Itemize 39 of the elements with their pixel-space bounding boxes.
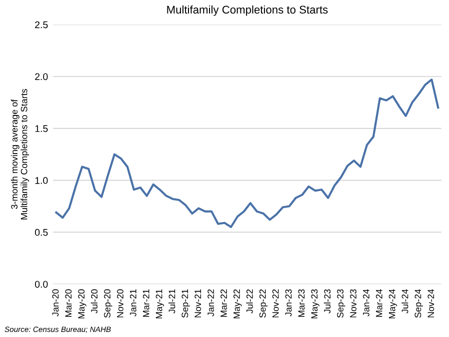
y-tick-label: 2.5 xyxy=(35,21,48,28)
x-tick-label: May-20 xyxy=(78,289,86,318)
x-tick-label: Nov-24 xyxy=(428,289,434,318)
y-tick-label: 1.0 xyxy=(35,177,48,184)
x-tick-label: Jul-23 xyxy=(324,289,331,314)
y-axis-title: 3-month moving average of Multifamily Completions to Starts xyxy=(10,88,30,220)
x-tick-label: Nov-23 xyxy=(350,289,356,318)
x-tick-label: Jul-21 xyxy=(168,289,176,314)
x-tick-label: Sep-21 xyxy=(182,289,190,318)
x-tick-label: May-21 xyxy=(156,289,164,318)
x-tick-label: Jan-22 xyxy=(208,289,214,316)
y-tick-label: 0.0 xyxy=(34,280,48,288)
x-tick-label: Jan-21 xyxy=(130,289,136,316)
line-series xyxy=(55,78,440,228)
x-tick-label: Jan-23 xyxy=(285,289,292,316)
x-tick-label: Sep-22 xyxy=(259,289,268,318)
x-tick-label: Mar-23 xyxy=(298,289,305,317)
x-tick-label: Jul-24 xyxy=(402,289,408,314)
y-tick-label: 0.5 xyxy=(34,228,48,236)
x-tick-label: Jan-20 xyxy=(52,289,59,316)
x-tick-label: Nov-22 xyxy=(272,289,279,318)
chart-title: Multifamily Completions to Starts xyxy=(167,5,328,16)
x-tick-label: Mar-24 xyxy=(376,289,382,317)
x-tick-label: Mar-22 xyxy=(220,289,227,317)
y-tick-label: 2.0 xyxy=(35,73,48,80)
x-tick-label: Nov-20 xyxy=(116,289,124,318)
x-tick-label: Nov-21 xyxy=(194,289,202,318)
y-tick-label: 1.5 xyxy=(35,125,48,132)
x-tick-label: May-23 xyxy=(311,289,320,318)
x-tick-label: Jul-20 xyxy=(90,289,98,314)
x-tick-label: Mar-21 xyxy=(142,289,150,317)
x-tick-label: May-22 xyxy=(233,289,242,318)
x-tick-label: Jan-24 xyxy=(362,289,370,316)
x-tick-label: Jul-22 xyxy=(246,289,253,314)
x-tick-label: Mar-20 xyxy=(65,289,72,317)
x-tick-label: May-24 xyxy=(388,289,398,318)
x-tick-label: Sep-23 xyxy=(337,289,346,318)
x-tick-label: Sep-20 xyxy=(104,289,112,318)
x-tick-label: Sep-24 xyxy=(414,289,423,318)
